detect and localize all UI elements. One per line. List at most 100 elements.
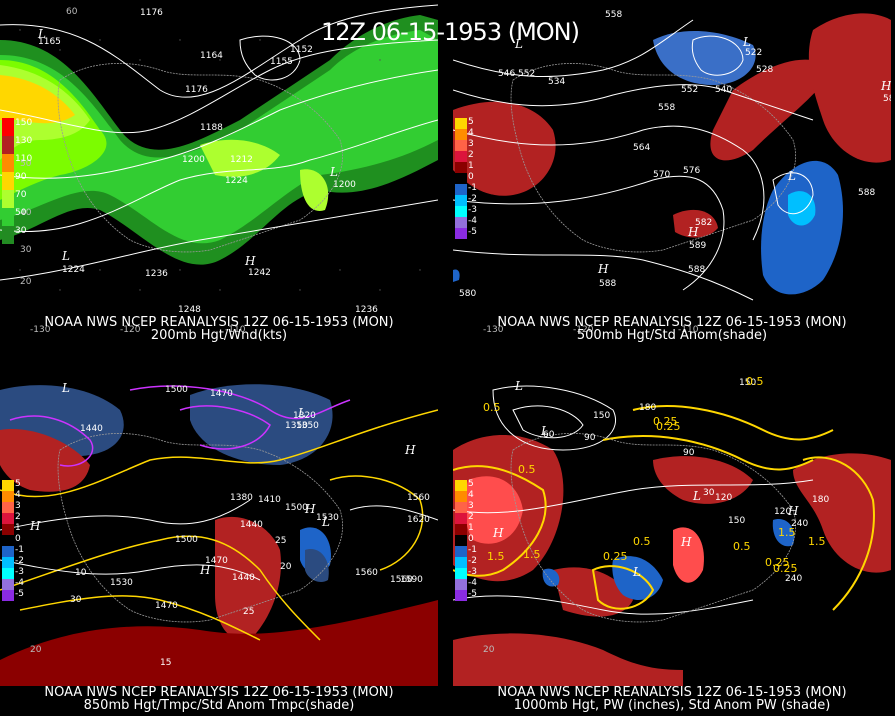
high-pressure-marker: H xyxy=(199,563,211,577)
colorbar-label: -3 xyxy=(15,567,24,577)
contour-label: 25 xyxy=(275,536,286,546)
contour-label: 564 xyxy=(633,143,650,153)
contour-label: 1188 xyxy=(200,123,223,133)
contour-label: 180 xyxy=(639,403,656,413)
colorbar-label: -3 xyxy=(468,567,477,577)
graticule-label: -120 xyxy=(120,325,141,335)
colorbar-label: -5 xyxy=(468,227,477,237)
graticule-label: -110 xyxy=(225,325,246,335)
graticule-label: 30 xyxy=(20,245,32,255)
colorbar-anom xyxy=(455,480,467,601)
high-pressure-marker: H xyxy=(304,502,316,516)
contour-label: 546 xyxy=(498,69,515,79)
low-pressure-marker: L xyxy=(321,515,330,529)
panel-title: NOAA NWS NCEP REANALYSIS 12Z 06-15-1953 … xyxy=(497,315,847,330)
colorbar-label: -4 xyxy=(15,578,24,588)
contour-label: 1236 xyxy=(145,269,168,279)
colorbar-label: 5 xyxy=(468,479,474,489)
contour-label: 1212 xyxy=(230,155,253,165)
panel-subtitle: 1000mb Hgt, PW (inches), Std Anom PW (sh… xyxy=(513,698,831,713)
contour-label: 1.5 xyxy=(523,548,541,561)
low-pressure-marker: L xyxy=(297,406,306,420)
contour-label: 1248 xyxy=(178,305,201,315)
contour-label: 10 xyxy=(75,568,87,578)
contour-label: 240 xyxy=(785,574,802,584)
colorbar-label: 0 xyxy=(468,172,474,182)
contour-label: 1.5 xyxy=(808,535,826,548)
colorbar-label: -4 xyxy=(468,578,477,588)
panel-subtitle: 500mb Hgt/Std Anom(shade) xyxy=(576,328,768,343)
contour-label: 1470 xyxy=(155,601,178,611)
contour-label: 0.5 xyxy=(483,401,501,414)
high-pressure-marker: H xyxy=(492,526,504,540)
contour-label: 90 xyxy=(584,433,596,443)
colorbar-label: -2 xyxy=(15,556,24,566)
graticule-label: 20 xyxy=(20,277,32,287)
contour-label: 1350 xyxy=(285,421,308,431)
low-pressure-marker: L xyxy=(329,165,338,179)
contour-label: 15 xyxy=(160,658,171,668)
high-pressure-marker: H xyxy=(404,443,416,457)
colorbar-label: 3 xyxy=(468,139,474,149)
contour-label: 20 xyxy=(280,562,292,572)
colorbar-label: 2 xyxy=(468,150,474,160)
contour-label: 0.5 xyxy=(733,540,751,553)
panel-title: NOAA NWS NCEP REANALYSIS 12Z 06-15-1953 … xyxy=(44,315,394,330)
colorbar-label: -5 xyxy=(15,589,24,599)
contour-label: 588 xyxy=(599,279,616,289)
contour-label: 1224 xyxy=(62,265,85,275)
contour-label: 1152 xyxy=(290,45,313,55)
contour-label: 0.5 xyxy=(518,463,536,476)
colorbar-label: -1 xyxy=(15,545,24,555)
contour-label: 0.5 xyxy=(746,375,764,388)
contour-label: 120 xyxy=(715,493,732,503)
colorbar-label: -5 xyxy=(468,589,477,599)
colorbar-wind xyxy=(2,118,14,244)
colorbar-label: 0 xyxy=(15,534,21,544)
contour-label: 1590 xyxy=(400,575,423,585)
colorbar-anom xyxy=(2,480,14,601)
contour-label: 588 xyxy=(858,188,875,198)
contour-label: 1560 xyxy=(407,493,430,503)
contour-label: 90 xyxy=(683,448,695,458)
colorbar-label: 30 xyxy=(15,226,27,236)
contour-label: 1176 xyxy=(185,85,208,95)
contour-label: 25 xyxy=(243,607,254,617)
contour-label: 0.25 xyxy=(773,562,798,575)
contour-label: 1560 xyxy=(390,575,413,585)
colorbar-label: 1 xyxy=(15,523,21,533)
contour-label: 150 xyxy=(739,378,756,388)
colorbar-label: 130 xyxy=(15,136,33,146)
low-pressure-marker: L xyxy=(37,27,46,41)
panel-title: NOAA NWS NCEP REANALYSIS 12Z 06-15-1953 … xyxy=(44,685,394,700)
contour-label: 582 xyxy=(695,218,712,228)
high-pressure-marker: H xyxy=(880,79,891,93)
contour-label: 1155 xyxy=(270,57,293,67)
graticule-label: 20 xyxy=(30,645,42,655)
high-pressure-marker: H xyxy=(597,262,609,276)
colorbar-label: -4 xyxy=(468,216,477,226)
contour-label: 1440 xyxy=(80,424,103,434)
panel-850mb: 1500 1470 1440 1320 1350 1350 1380 1410 1440 1500… xyxy=(0,370,438,715)
contour-label: 1470 xyxy=(210,389,233,399)
colorbar-label: 90 xyxy=(15,172,27,182)
low-pressure-marker: L xyxy=(742,35,751,49)
contour-label: 1200 xyxy=(333,180,356,190)
contour-label: 150 xyxy=(593,411,610,421)
contour-label: 1236 xyxy=(355,305,378,315)
contour-label: 240 xyxy=(791,519,808,529)
contour-label: 528 xyxy=(756,65,773,75)
contour-label: 30 xyxy=(70,595,82,605)
contour-label: 552 xyxy=(518,69,535,79)
panel-subtitle: 200mb Hgt/Wnd(kts) xyxy=(150,328,288,343)
high-pressure-marker: H xyxy=(680,535,692,549)
colorbar-label: -2 xyxy=(468,556,477,566)
graticule-label: 20 xyxy=(483,645,495,655)
colorbar-label: -3 xyxy=(468,205,477,215)
graticule-label: -120 xyxy=(573,325,594,335)
contour-label: 1440 xyxy=(240,520,263,530)
contour-label: 0.25 xyxy=(603,550,628,563)
contour-label: 150 xyxy=(728,516,745,526)
contour-label: 589 xyxy=(689,241,706,251)
